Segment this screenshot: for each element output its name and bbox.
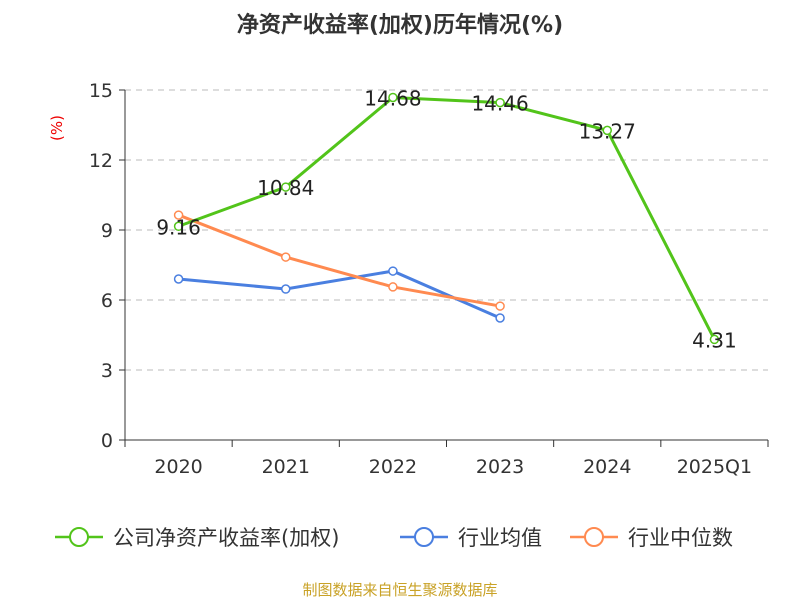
data-point	[495, 301, 505, 311]
data-point	[281, 182, 291, 192]
x-tick-label: 2020	[154, 456, 202, 478]
y-tick-label: 12	[89, 150, 113, 172]
data-point	[602, 125, 612, 136]
y-axis-label: (%)	[48, 115, 66, 141]
x-tick-label: 2025Q1	[677, 456, 752, 478]
source-note: 制图数据来自恒生聚源数据库	[302, 581, 497, 599]
data-point	[388, 266, 398, 276]
y-tick-label: 6	[101, 290, 113, 312]
legend-label: 行业均值	[458, 526, 542, 550]
legend-label: 行业中位数	[628, 526, 733, 550]
data-label: 10.84	[257, 176, 314, 200]
data-point	[709, 334, 720, 345]
series-line-2	[178, 213, 501, 308]
x-tick-label: 2022	[369, 456, 417, 478]
data-label: 14.68	[364, 86, 421, 110]
data-label: 4.31	[692, 328, 737, 352]
data-point	[281, 284, 291, 294]
data-point	[495, 97, 505, 108]
data-point	[281, 252, 291, 262]
chart-title: 净资产收益率(加权)历年情况(%)	[237, 12, 563, 38]
legend-marker	[414, 527, 434, 547]
y-tick-label: 3	[101, 360, 113, 382]
series-line-0	[178, 95, 716, 341]
y-tick-label: 9	[101, 220, 113, 242]
data-point	[173, 221, 184, 232]
data-point	[173, 274, 184, 284]
legend-marker	[584, 527, 604, 547]
x-tick-label: 2023	[476, 456, 524, 478]
y-tick-label: 15	[89, 80, 113, 102]
x-tick-label: 2021	[262, 456, 310, 478]
data-label: 9.16	[156, 215, 201, 239]
legend-marker	[69, 527, 89, 547]
data-label: 14.46	[471, 92, 528, 116]
data-point	[388, 282, 398, 292]
data-point	[173, 210, 184, 220]
data-point	[495, 313, 505, 323]
y-tick-label: 0	[101, 430, 113, 452]
legend-label: 公司净资产收益率(加权)	[113, 526, 339, 550]
series-line-1	[178, 269, 501, 320]
data-point	[388, 92, 398, 103]
x-tick-label: 2024	[583, 456, 631, 478]
data-label: 13.27	[579, 119, 636, 143]
